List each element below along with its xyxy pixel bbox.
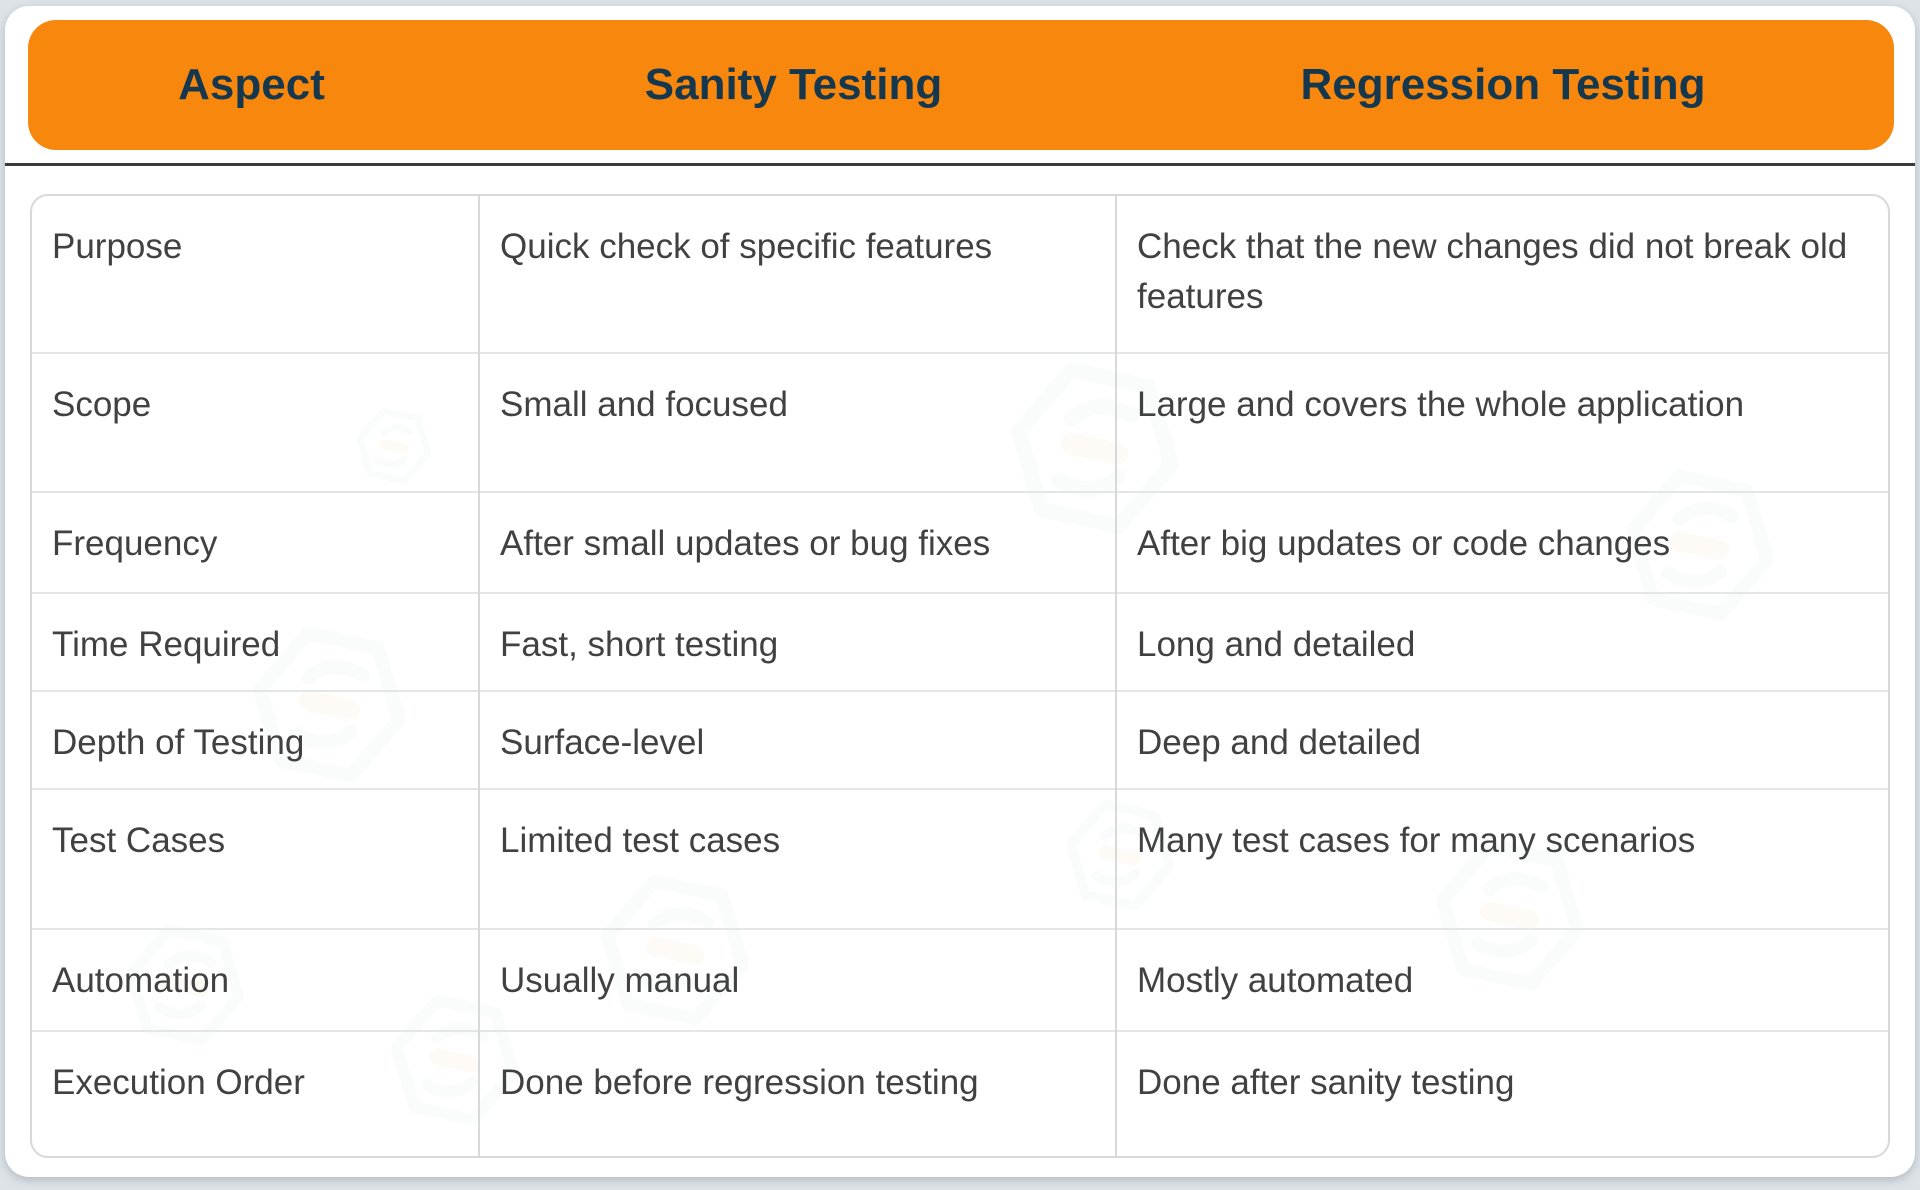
cell-aspect: Time Required — [32, 592, 479, 691]
header-divider-line — [5, 163, 1915, 166]
cell-aspect: Test Cases — [32, 788, 479, 929]
cell-sanity: Usually manual — [478, 928, 1116, 1031]
cell-regression: Done after sanity testing — [1115, 1030, 1888, 1156]
cell-sanity: Limited test cases — [478, 788, 1116, 929]
header-cell-regression-testing: Regression Testing — [1300, 60, 1706, 109]
cell-aspect: Frequency — [32, 491, 479, 593]
table-row: Time Required Fast, short testing Long a… — [32, 592, 1888, 691]
cell-sanity: Surface-level — [478, 690, 1116, 789]
cell-sanity: Done before regression testing — [478, 1030, 1116, 1156]
header-cell-sanity-testing: Sanity Testing — [644, 60, 943, 109]
table-row: Frequency After small updates or bug fix… — [32, 491, 1888, 593]
cell-regression: Large and covers the whole application — [1115, 352, 1888, 492]
content-card: Aspect Sanity Testing Regression Testing… — [5, 6, 1915, 1177]
cell-regression: Mostly automated — [1115, 928, 1888, 1031]
cell-sanity: After small updates or bug fixes — [478, 491, 1116, 593]
table-row: Test Cases Limited test cases Many test … — [32, 788, 1888, 929]
cell-aspect: Execution Order — [32, 1030, 479, 1156]
cell-regression: Check that the new changes did not break… — [1115, 196, 1888, 353]
comparison-table: Purpose Quick check of specific features… — [30, 194, 1890, 1158]
cell-sanity: Quick check of specific features — [478, 196, 1116, 353]
cell-regression: Deep and detailed — [1115, 690, 1888, 789]
table-row: Depth of Testing Surface-level Deep and … — [32, 690, 1888, 789]
table-row: Purpose Quick check of specific features… — [32, 196, 1888, 353]
table-row: Automation Usually manual Mostly automat… — [32, 928, 1888, 1031]
cell-regression: Many test cases for many scenarios — [1115, 788, 1888, 929]
cell-regression: After big updates or code changes — [1115, 491, 1888, 593]
cell-aspect: Scope — [32, 352, 479, 492]
cell-sanity: Fast, short testing — [478, 592, 1116, 691]
cell-aspect: Purpose — [52, 227, 183, 266]
cell-aspect: Depth of Testing — [32, 690, 479, 789]
header-cell-aspect: Aspect — [178, 60, 325, 109]
table-row: Execution Order Done before regression t… — [32, 1030, 1888, 1156]
table-header-bar: Aspect Sanity Testing Regression Testing — [28, 20, 1894, 150]
cell-regression: Long and detailed — [1115, 592, 1888, 691]
cell-aspect: Automation — [32, 928, 479, 1031]
comparison-table-grid: Purpose Quick check of specific features… — [32, 196, 1888, 1156]
cell-sanity: Small and focused — [478, 352, 1116, 492]
table-row: Scope Small and focused Large and covers… — [32, 352, 1888, 492]
